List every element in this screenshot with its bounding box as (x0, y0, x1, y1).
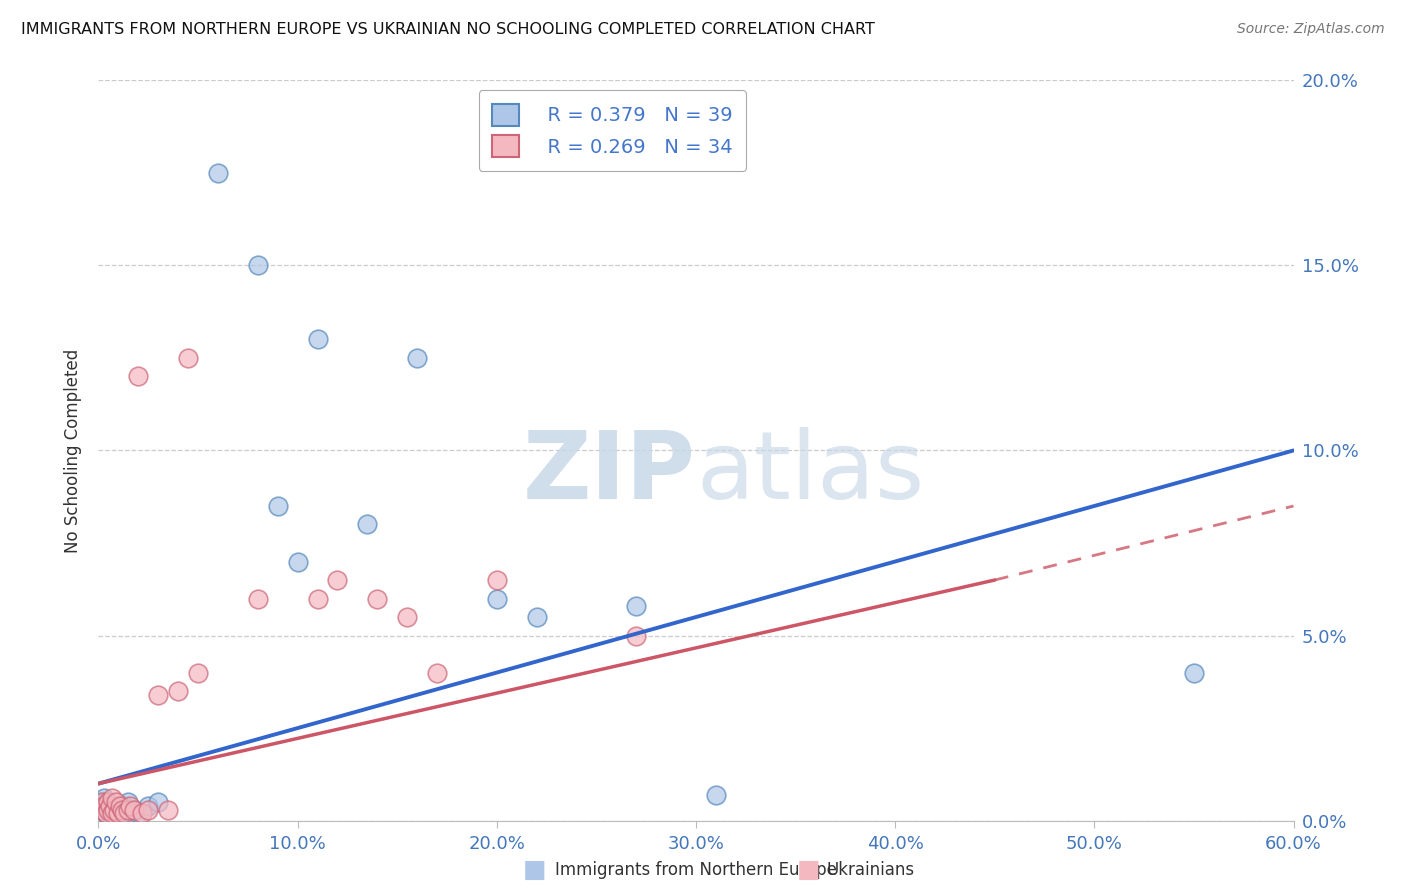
Point (127, 369, 149, 384)
Text: Immigrants from Northern Europe: Immigrants from Northern Europe (555, 861, 837, 879)
Point (98, 798, 122, 813)
Point (131, 806, 153, 821)
Point (111, 803, 134, 817)
Point (101, 791, 124, 805)
Point (91, 795, 114, 809)
Point (326, 573, 349, 587)
Point (96, 795, 118, 809)
Point (1182, 665, 1205, 680)
Point (101, 810, 124, 824)
Point (110, 803, 132, 817)
Point (307, 591, 329, 606)
Point (96, 806, 118, 821)
Point (187, 665, 209, 680)
Point (105, 795, 128, 809)
Point (148, 795, 170, 809)
Point (287, 554, 309, 569)
Point (93, 791, 115, 805)
Point (307, 332, 329, 346)
Point (148, 688, 170, 702)
Text: atlas: atlas (696, 426, 924, 518)
Point (98, 798, 122, 813)
Point (485, 573, 508, 587)
Point (112, 798, 135, 813)
Point (107, 806, 129, 821)
Point (117, 803, 139, 817)
Point (91, 798, 114, 813)
Text: ■: ■ (523, 858, 546, 881)
Point (103, 806, 125, 821)
Point (107, 806, 129, 821)
Y-axis label: No Schooling Completed: No Schooling Completed (65, 349, 83, 552)
Point (526, 610, 548, 624)
Point (626, 599, 648, 613)
Point (366, 591, 388, 606)
Point (93, 803, 115, 817)
Point (103, 803, 125, 817)
Point (107, 798, 129, 813)
Point (97, 803, 120, 817)
Point (101, 806, 124, 821)
Point (124, 803, 146, 817)
Point (426, 665, 449, 680)
Point (115, 803, 138, 817)
Point (103, 798, 125, 813)
Point (136, 803, 159, 817)
Point (97, 803, 120, 817)
Point (89, 803, 111, 817)
Text: ■: ■ (797, 858, 820, 881)
Point (136, 798, 159, 813)
Point (246, 259, 269, 273)
Point (120, 798, 142, 813)
Point (96, 806, 118, 821)
Legend:   R = 0.379   N = 39,   R = 0.269   N = 34: R = 0.379 N = 39, R = 0.269 N = 34 (478, 90, 747, 171)
Point (396, 610, 419, 624)
Point (626, 628, 648, 642)
Point (110, 798, 132, 813)
Point (246, 591, 269, 606)
Point (127, 806, 149, 821)
Point (112, 806, 135, 821)
Point (406, 351, 429, 365)
Point (177, 351, 200, 365)
Point (117, 795, 139, 809)
Point (105, 803, 128, 817)
Point (167, 684, 190, 698)
Text: Source: ZipAtlas.com: Source: ZipAtlas.com (1237, 22, 1385, 37)
Point (120, 806, 142, 821)
Point (111, 806, 134, 821)
Point (98, 806, 122, 821)
Text: Ukrainians: Ukrainians (827, 861, 915, 879)
Point (124, 803, 146, 817)
Point (157, 803, 180, 817)
Point (356, 517, 378, 532)
Point (485, 591, 508, 606)
Point (267, 499, 290, 513)
Point (704, 788, 727, 802)
Point (101, 803, 124, 817)
Text: IMMIGRANTS FROM NORTHERN EUROPE VS UKRAINIAN NO SCHOOLING COMPLETED CORRELATION : IMMIGRANTS FROM NORTHERN EUROPE VS UKRAI… (21, 22, 875, 37)
Point (97, 795, 120, 809)
Point (89, 795, 111, 809)
Point (97, 810, 120, 824)
Point (93, 798, 115, 813)
Text: ZIP: ZIP (523, 426, 696, 518)
Point (207, 166, 229, 180)
